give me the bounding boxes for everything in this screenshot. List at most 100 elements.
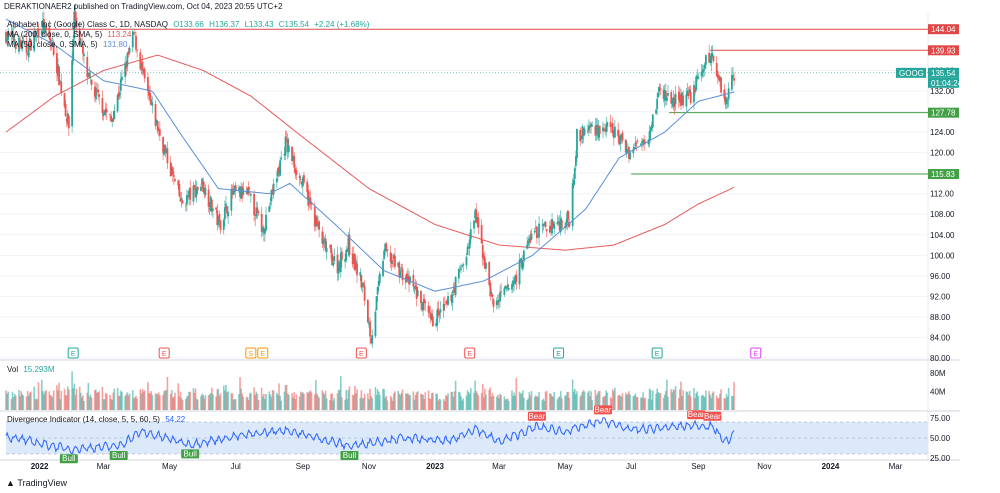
volume-bar bbox=[256, 393, 259, 410]
time-axis-label: Nov bbox=[362, 462, 376, 471]
candle-body bbox=[14, 43, 17, 50]
candle-body bbox=[693, 84, 695, 103]
candle-body bbox=[655, 109, 657, 114]
candle-body bbox=[73, 11, 76, 39]
earnings-marker[interactable]: E bbox=[158, 347, 170, 359]
volume-bar bbox=[111, 399, 113, 410]
earnings-marker-box bbox=[750, 347, 762, 359]
earnings-marker[interactable]: E bbox=[464, 347, 476, 359]
symbol-legend[interactable]: Alphabet Inc (Google) Class C, 1D, NASDA… bbox=[7, 20, 372, 30]
earnings-marker[interactable]: E bbox=[257, 347, 269, 359]
volume-bar bbox=[265, 393, 267, 410]
candle-body bbox=[649, 127, 652, 132]
volume-bar bbox=[375, 394, 378, 410]
candle-body bbox=[467, 246, 470, 248]
candle-body bbox=[475, 209, 478, 223]
volume-bar bbox=[12, 397, 15, 410]
volume-bar bbox=[641, 397, 643, 410]
volume-bar bbox=[110, 399, 112, 410]
ma50-value: 131.80 bbox=[102, 40, 128, 49]
candle-body bbox=[469, 229, 472, 240]
ma200-value: 113.24 bbox=[107, 30, 132, 39]
candle-body bbox=[708, 52, 711, 63]
volume-bar bbox=[230, 393, 233, 410]
earnings-marker[interactable]: E bbox=[67, 347, 79, 359]
divergence-label-text: Bear bbox=[704, 412, 721, 421]
volume-bar bbox=[341, 397, 343, 410]
volume-bar bbox=[492, 395, 495, 410]
candle-body bbox=[612, 133, 615, 138]
candle-body bbox=[265, 214, 267, 231]
earnings-marker-text: E bbox=[162, 351, 167, 358]
ma50-legend[interactable]: MA (50, close, 0, SMA, 5) 131.80 bbox=[7, 40, 130, 50]
volume-bar bbox=[700, 395, 703, 410]
volume-bar bbox=[232, 399, 235, 410]
volume-bar bbox=[595, 395, 598, 410]
candle-body bbox=[505, 286, 508, 289]
earnings-marker[interactable]: E bbox=[355, 347, 367, 359]
earnings-marker[interactable]: E bbox=[553, 347, 565, 359]
volume-bar bbox=[361, 398, 364, 410]
volume-bar bbox=[580, 394, 583, 410]
volume-bar bbox=[260, 387, 263, 410]
volume-bar bbox=[726, 396, 729, 410]
candle-body bbox=[277, 168, 279, 177]
earnings-marker[interactable]: E bbox=[750, 347, 762, 359]
candle-body bbox=[553, 223, 556, 229]
volume-bar bbox=[255, 391, 258, 410]
candle-body bbox=[124, 62, 127, 77]
volume-legend[interactable]: Vol 15.293M bbox=[7, 365, 58, 375]
volume-bar bbox=[685, 391, 688, 410]
candle-body bbox=[435, 323, 438, 326]
volume-bar bbox=[72, 388, 74, 410]
earnings-marker[interactable]: S bbox=[245, 347, 257, 359]
earnings-marker[interactable]: E bbox=[651, 347, 663, 359]
ma200-legend[interactable]: MA (200, close, 0, SMA, 5) 113.24 bbox=[7, 30, 134, 40]
candle-body bbox=[409, 276, 412, 283]
volume-bar bbox=[303, 394, 305, 410]
candle-body bbox=[89, 77, 92, 78]
volume-bar bbox=[590, 391, 592, 410]
ma50-label: MA (50, close, 0, SMA, 5) bbox=[7, 40, 98, 49]
volume-bar bbox=[511, 390, 513, 410]
volume-bar bbox=[413, 399, 416, 410]
candle-body bbox=[688, 89, 691, 94]
divergence-label-text: Bull bbox=[343, 451, 357, 460]
volume-bar bbox=[336, 393, 339, 410]
candle-body bbox=[163, 146, 166, 155]
volume-bar bbox=[112, 392, 115, 410]
volume-bar bbox=[640, 397, 642, 410]
volume-bar bbox=[313, 394, 316, 410]
volume-bar bbox=[688, 390, 691, 410]
volume-bar bbox=[708, 390, 710, 410]
volume-bar bbox=[73, 383, 76, 410]
tradingview-logo[interactable]: ▲ TradingView bbox=[6, 478, 67, 488]
volume-bar bbox=[209, 392, 212, 410]
candle-body bbox=[620, 134, 623, 139]
volume-bar bbox=[43, 394, 45, 410]
volume-bar bbox=[521, 390, 524, 410]
divergence-legend[interactable]: Divergence Indicator (14, close, 5, 5, 6… bbox=[7, 415, 188, 425]
volume-bar bbox=[709, 394, 712, 410]
volume-bar bbox=[467, 392, 470, 410]
volume-bar bbox=[723, 398, 726, 410]
volume-bar bbox=[399, 395, 402, 410]
time-axis-label: May bbox=[162, 462, 177, 471]
candle-body bbox=[610, 124, 613, 126]
candle-body bbox=[694, 87, 696, 93]
candle-body bbox=[230, 188, 233, 211]
volume-bar bbox=[397, 390, 400, 410]
volume-bar bbox=[530, 391, 533, 410]
volume-bar bbox=[222, 385, 225, 410]
candle-body bbox=[624, 139, 627, 153]
candle-body bbox=[719, 77, 721, 82]
candle-body bbox=[193, 184, 196, 188]
divergence-bull-label: Bull bbox=[109, 451, 128, 460]
divergence-bear-label: Bear bbox=[687, 410, 706, 420]
volume-bar bbox=[186, 396, 188, 410]
candle-body bbox=[279, 160, 282, 176]
candle-body bbox=[136, 49, 138, 51]
candle-body bbox=[90, 79, 93, 86]
